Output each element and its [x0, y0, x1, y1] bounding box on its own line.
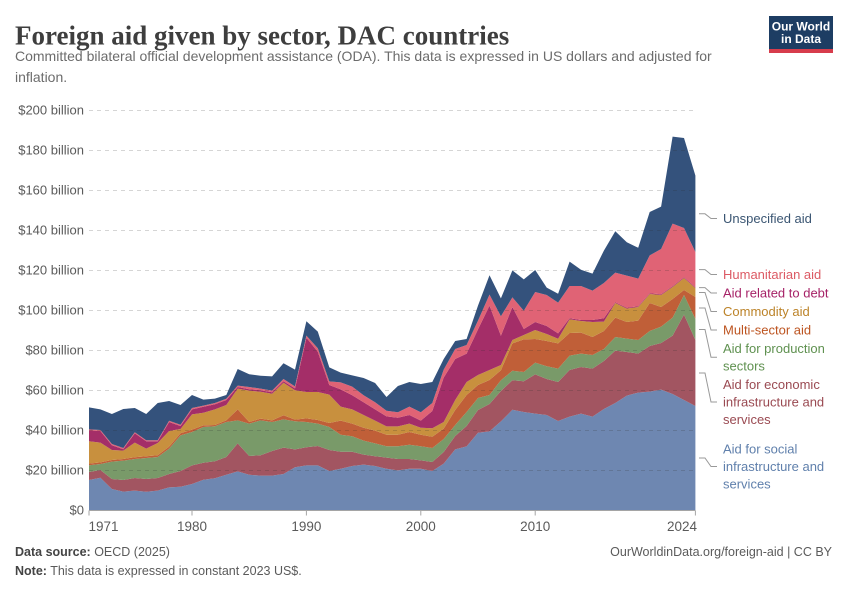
svg-text:Multi-sector aid: Multi-sector aid — [723, 323, 811, 338]
svg-text:Commodity aid: Commodity aid — [723, 304, 810, 319]
svg-text:$120 billion: $120 billion — [18, 263, 84, 278]
svg-text:infrastructure and: infrastructure and — [723, 459, 824, 474]
svg-text:Data source: OECD (2025): Data source: OECD (2025) — [15, 545, 170, 559]
svg-text:1971: 1971 — [88, 519, 118, 534]
svg-text:$40 billion: $40 billion — [25, 423, 84, 438]
svg-text:2000: 2000 — [406, 519, 436, 534]
svg-text:services: services — [723, 477, 771, 492]
svg-text:1990: 1990 — [291, 519, 321, 534]
svg-text:Aid for production: Aid for production — [723, 341, 825, 356]
svg-text:Aid related to debt: Aid related to debt — [723, 286, 829, 301]
svg-text:Foreign aid given by sector, D: Foreign aid given by sector, DAC countri… — [15, 21, 509, 51]
svg-text:$160 billion: $160 billion — [18, 183, 84, 198]
svg-text:$180 billion: $180 billion — [18, 143, 84, 158]
svg-text:$60 billion: $60 billion — [25, 383, 84, 398]
svg-text:OurWorldinData.org/foreign-aid: OurWorldinData.org/foreign-aid | CC BY — [610, 545, 833, 559]
svg-text:$80 billion: $80 billion — [25, 343, 84, 358]
svg-text:$200 billion: $200 billion — [18, 103, 84, 118]
svg-text:Committed bilateral official d: Committed bilateral official development… — [15, 48, 712, 64]
svg-text:$140 billion: $140 billion — [18, 223, 84, 238]
svg-text:Our World: Our World — [772, 20, 830, 34]
svg-text:2024: 2024 — [667, 519, 698, 534]
svg-text:$100 billion: $100 billion — [18, 303, 84, 318]
svg-text:1980: 1980 — [177, 519, 207, 534]
svg-text:Aid for economic: Aid for economic — [723, 377, 820, 392]
svg-text:infrastructure and: infrastructure and — [723, 395, 824, 410]
svg-text:sectors: sectors — [723, 359, 765, 374]
svg-text:services: services — [723, 412, 771, 427]
svg-text:Humanitarian aid: Humanitarian aid — [723, 267, 821, 282]
svg-text:inflation.: inflation. — [15, 69, 67, 85]
svg-text:$20 billion: $20 billion — [25, 463, 84, 478]
svg-text:Note: This data is expressed i: Note: This data is expressed in constant… — [15, 564, 302, 578]
svg-text:$0: $0 — [70, 503, 84, 518]
svg-text:in Data: in Data — [781, 32, 821, 46]
svg-text:Unspecified aid: Unspecified aid — [723, 211, 812, 226]
svg-text:2010: 2010 — [520, 519, 550, 534]
svg-text:Aid for social: Aid for social — [723, 442, 798, 457]
